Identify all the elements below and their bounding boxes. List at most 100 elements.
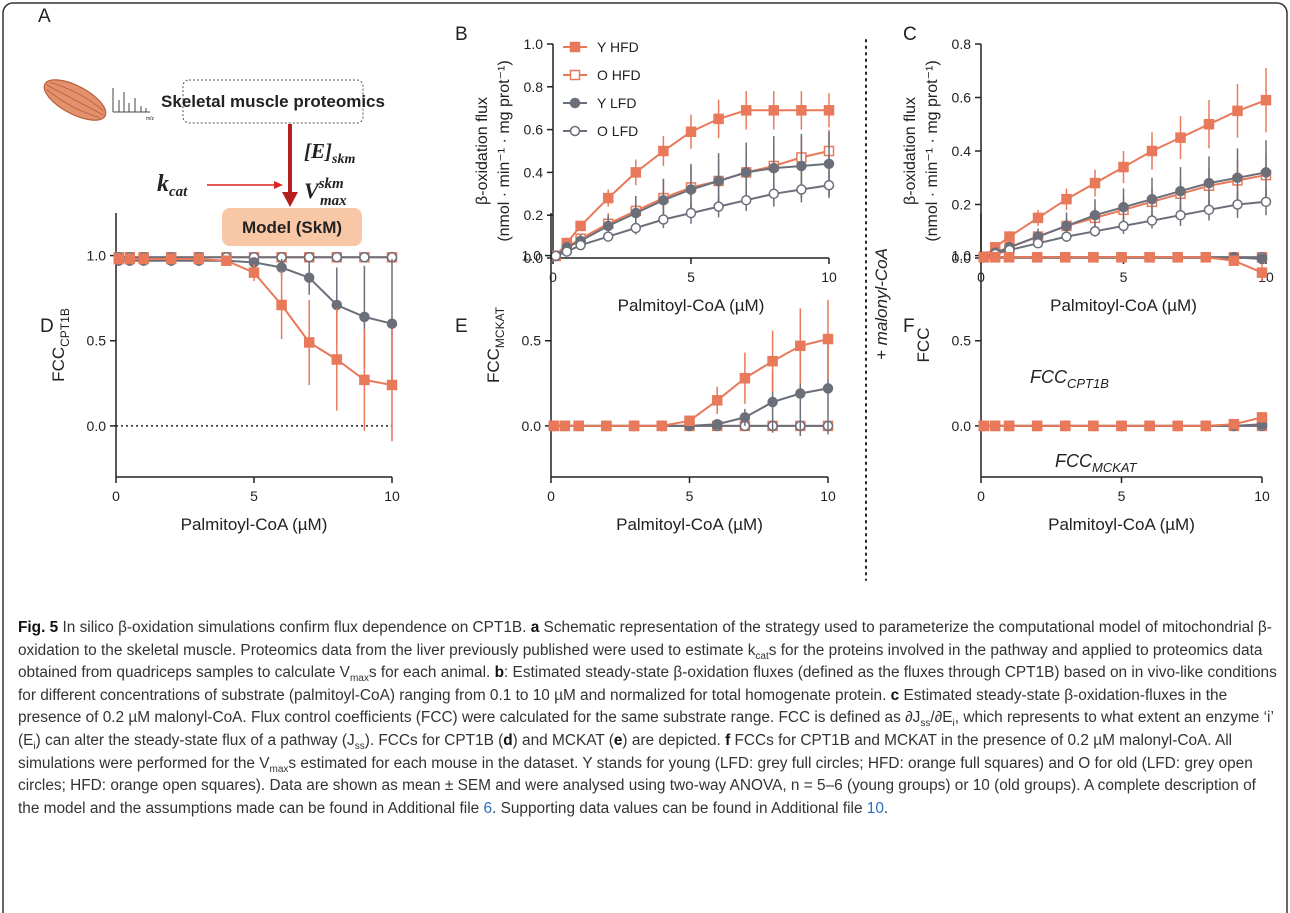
marker — [796, 105, 807, 116]
y-tick-label: 0.8 — [524, 79, 544, 95]
enzyme-text: [E] — [304, 139, 332, 163]
marker — [1089, 177, 1101, 189]
caption-text: a — [530, 619, 540, 636]
marker — [822, 333, 834, 345]
series — [548, 299, 834, 432]
marker — [1003, 252, 1015, 263]
marker — [1144, 420, 1155, 432]
marker — [740, 167, 752, 178]
marker — [1200, 420, 1212, 432]
y-tick-label: 0.0 — [524, 250, 544, 266]
y-tick-label: 0.2 — [952, 197, 972, 213]
marker — [1118, 201, 1129, 213]
y-tick-label: 0.0 — [87, 418, 107, 434]
marker — [1061, 231, 1072, 242]
caption-text: ss — [354, 741, 365, 753]
marker — [1228, 255, 1240, 266]
marker — [1172, 252, 1183, 263]
marker — [1089, 209, 1101, 221]
y-tick-label: 0.2 — [524, 207, 544, 223]
marker — [248, 267, 260, 278]
marker — [1260, 94, 1272, 106]
vmax-sub: max — [320, 193, 347, 209]
caption-text: s estimated for each mouse in the datase… — [18, 754, 1256, 817]
marker — [303, 337, 315, 348]
legend-marker — [569, 69, 581, 81]
y-tick-label: 0.5 — [87, 333, 107, 349]
marker — [767, 355, 778, 367]
panel-label: E — [455, 316, 468, 337]
y-axis-label: (nmol · min⁻¹ · mg prot⁻¹) — [924, 60, 941, 241]
marker — [711, 395, 723, 406]
y-tick-label: 0.6 — [524, 122, 544, 138]
caption-text: max — [349, 673, 369, 685]
caption-link[interactable]: 10 — [866, 799, 884, 817]
marker — [978, 252, 990, 263]
y-tick-label: 1.0 — [524, 36, 544, 52]
y-axis-label: FCCMCKAT — [484, 306, 507, 383]
marker — [685, 207, 697, 219]
caption-text: , which represents to what extent an enz… — [18, 709, 1274, 749]
annotation: FCCMCKAT — [1055, 451, 1138, 475]
series — [978, 188, 1272, 263]
marker — [138, 253, 149, 265]
caption-text: . — [883, 799, 889, 817]
chart: 0.0 0.2 0.4 0.6 0.8 1.0 0 5 10 Palmitoyl-CoA (µM)… — [474, 36, 837, 315]
marker — [1232, 199, 1243, 210]
marker — [658, 214, 669, 225]
marker — [1175, 132, 1186, 143]
series — [978, 252, 1268, 282]
muscle-icon — [43, 79, 107, 121]
y-axis-label: β-oxidation flux — [474, 97, 491, 205]
marker — [740, 194, 752, 206]
marker — [1032, 238, 1044, 249]
enzyme-sub: skm — [331, 152, 355, 167]
caption-text: s for the proteins involved in the pathw… — [18, 641, 1263, 682]
y-axis-label-text: FCC — [49, 347, 68, 382]
marker — [359, 374, 370, 386]
legend-marker — [569, 97, 581, 109]
marker — [386, 379, 398, 391]
series — [978, 68, 1272, 262]
marker — [1232, 105, 1243, 117]
caption-text: ) can alter the steady-state flux of a p… — [35, 731, 355, 749]
diagram: m/z Skeletal muscle proteomics [E]skm kc… — [43, 79, 385, 246]
marker — [989, 420, 1001, 432]
marker — [559, 420, 571, 432]
x-tick-label: 10 — [1254, 488, 1270, 504]
marker — [768, 105, 780, 116]
legend-label: O LFD — [597, 123, 638, 139]
y-tick-label: 0.8 — [952, 36, 972, 52]
marker — [303, 272, 315, 283]
caption-text: max — [269, 763, 289, 775]
vmax-sup: skm — [318, 176, 344, 192]
marker — [1175, 209, 1186, 221]
x-tick-label: 0 — [547, 488, 555, 504]
y-tick-label: 0.0 — [522, 418, 542, 434]
legend-marker — [569, 125, 581, 137]
marker — [124, 253, 136, 265]
caption-link[interactable]: 6 — [483, 799, 493, 817]
marker — [602, 231, 614, 242]
legend-label: O HFD — [597, 67, 641, 83]
marker — [1228, 418, 1240, 430]
marker — [1088, 420, 1099, 432]
marker — [165, 253, 177, 265]
caption-text: . Supporting data values can be found in… — [492, 799, 867, 817]
marker — [276, 262, 287, 273]
marker — [221, 255, 232, 266]
marker — [1116, 252, 1127, 263]
marker — [1116, 420, 1127, 432]
marker — [684, 415, 695, 427]
marker — [795, 388, 806, 399]
y-axis-label: FCC — [914, 328, 933, 363]
marker — [795, 340, 806, 352]
x-axis-label: Palmitoyl-CoA (µM) — [1048, 515, 1195, 534]
marker — [1088, 252, 1099, 263]
marker — [685, 184, 697, 195]
marker — [331, 299, 343, 311]
marker — [1260, 167, 1272, 178]
ms-axis-label: m/z — [146, 116, 155, 122]
marker — [630, 167, 642, 178]
